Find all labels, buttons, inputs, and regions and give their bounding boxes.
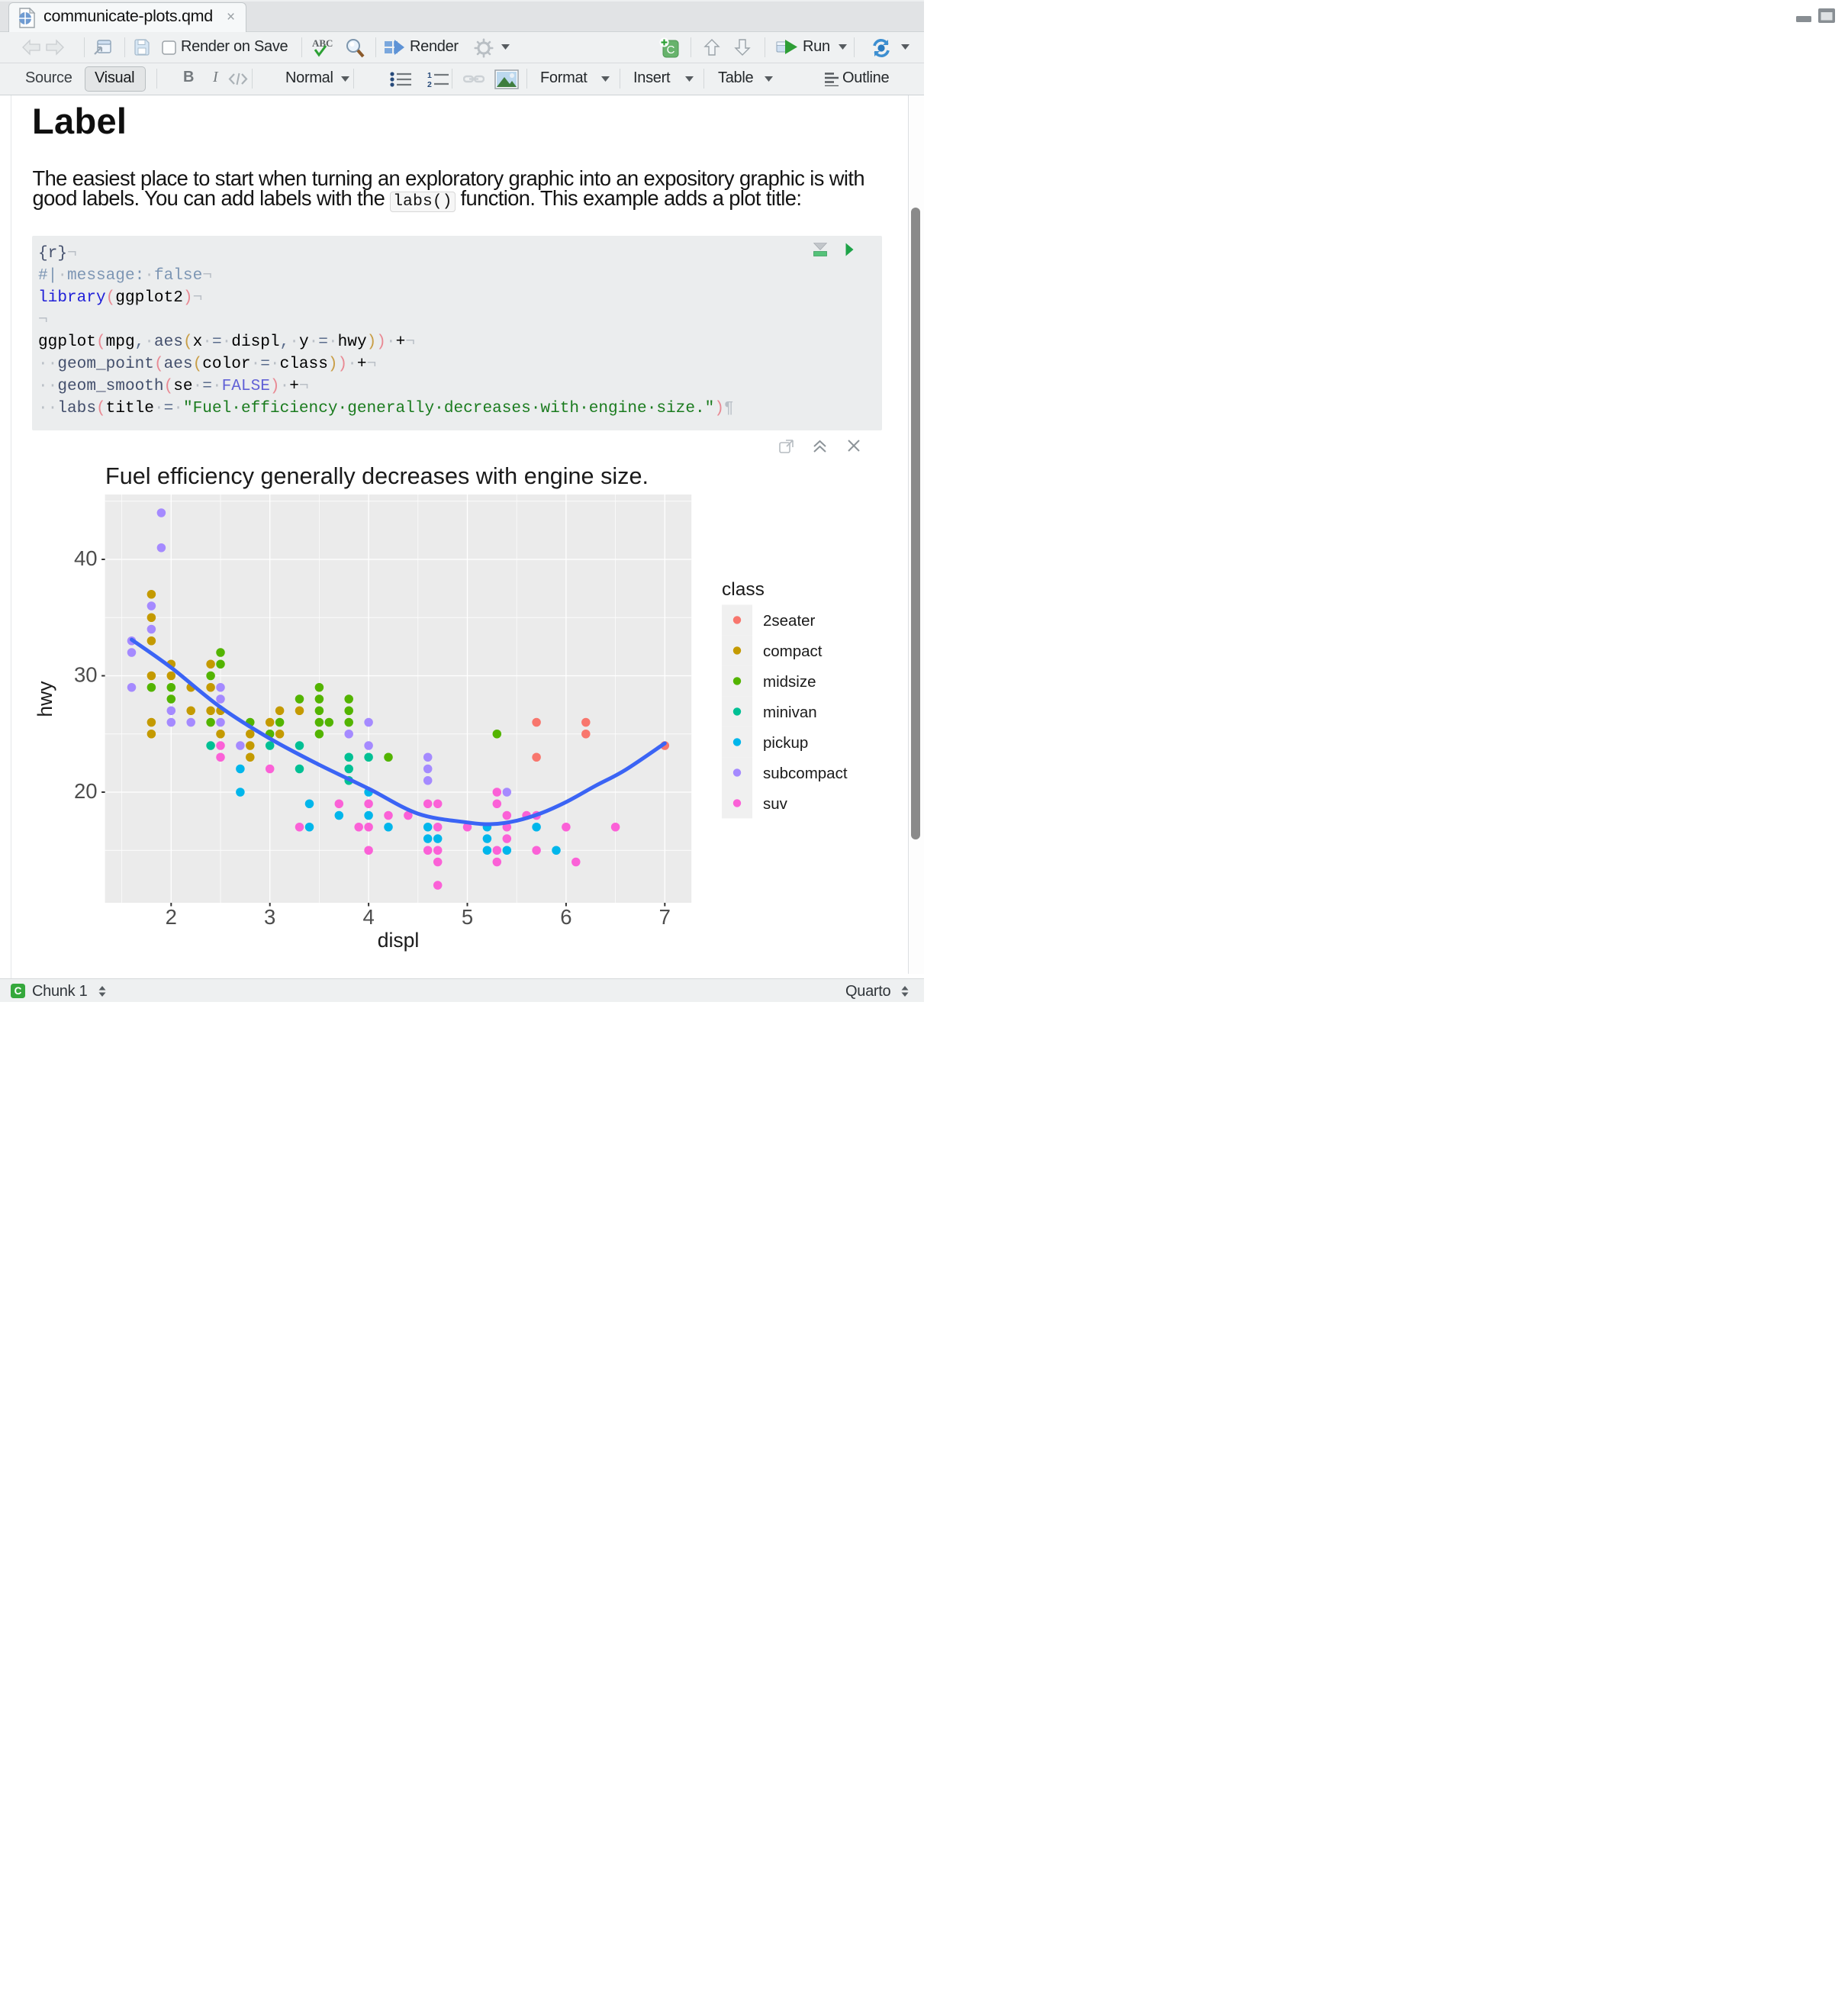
svg-text:minivan: minivan (763, 704, 817, 721)
svg-text:pickup: pickup (763, 734, 808, 752)
svg-text:2: 2 (427, 80, 432, 88)
svg-text:midsize: midsize (763, 673, 816, 691)
svg-text:3: 3 (264, 905, 275, 929)
svg-text:class: class (722, 579, 765, 600)
svg-text:40: 40 (74, 546, 98, 570)
svg-text:2: 2 (166, 905, 177, 929)
svg-text:hwy: hwy (34, 681, 56, 717)
svg-text:6: 6 (560, 905, 571, 929)
svg-text:5: 5 (462, 905, 473, 929)
svg-text:C: C (14, 985, 22, 997)
svg-text:4: 4 (362, 905, 374, 929)
svg-text:7: 7 (659, 905, 671, 929)
svg-text:20: 20 (74, 779, 98, 803)
svg-text:ABC: ABC (312, 37, 333, 49)
svg-text:30: 30 (74, 663, 98, 687)
svg-text:2seater: 2seater (763, 612, 816, 630)
svg-text:displ: displ (378, 929, 420, 952)
svg-text:1: 1 (427, 71, 432, 80)
svg-text:C: C (667, 43, 675, 56)
svg-text:suv: suv (763, 795, 788, 813)
svg-text:subcompact: subcompact (763, 765, 848, 782)
svg-text:Fuel efficiency generally decr: Fuel efficiency generally decreases with… (105, 463, 649, 489)
svg-text:compact: compact (763, 643, 823, 660)
